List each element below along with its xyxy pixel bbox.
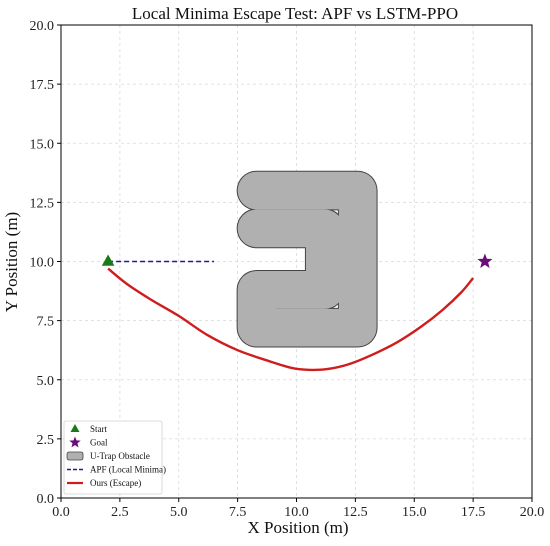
u-trap-obstacle — [237, 171, 377, 347]
obstacle-layer — [236, 170, 378, 348]
x-tick-label: 0.0 — [52, 505, 70, 520]
x-axis-ticks: 0.0 2.5 5.0 7.5 10.0 12.5 15.0 17.5 20.0 — [52, 498, 544, 520]
x-tick-label: 2.5 — [111, 505, 129, 520]
y-tick-label: 10.0 — [30, 256, 55, 271]
legend-box — [63, 420, 163, 495]
x-tick-label: 15.0 — [402, 505, 427, 520]
x-tick-label: 7.5 — [229, 505, 247, 520]
y-tick-label: 5.0 — [37, 374, 55, 389]
y-tick-label: 15.0 — [30, 137, 55, 152]
x-tick-label: 10.0 — [284, 505, 309, 520]
legend-label: Goal — [90, 438, 108, 448]
x-tick-label: 17.5 — [461, 505, 486, 520]
legend-start-icon — [70, 424, 80, 432]
y-axis-label: Y Position (m) — [2, 212, 21, 312]
legend-obstacle-icon — [66, 451, 84, 461]
y-tick-label: 0.0 — [37, 492, 55, 507]
series-ours-escape- — [107, 267, 475, 372]
x-axis-label: X Position (m) — [247, 518, 348, 537]
series-layer — [107, 260, 475, 372]
y-tick-label: 7.5 — [37, 315, 55, 330]
legend-label: APF (Local Minima) — [90, 465, 166, 475]
legend-label: U-Trap Obstacle — [90, 451, 150, 461]
y-tick-label: 17.5 — [30, 78, 55, 93]
legend-goal-icon — [69, 436, 81, 448]
legend-label: Ours (Escape) — [90, 478, 141, 488]
chart-title: Local Minima Escape Test: APF vs LSTM-PP… — [132, 4, 458, 23]
y-tick-label: 20.0 — [30, 19, 55, 34]
x-tick-label: 20.0 — [520, 505, 545, 520]
goal-marker — [477, 253, 493, 268]
marker-layer — [101, 253, 493, 268]
legend: Start Goal U-Trap Obstacle APF (Local Minim… — [63, 420, 166, 495]
x-tick-label: 12.5 — [343, 505, 368, 520]
legend-label: Start — [90, 424, 107, 434]
start-marker — [101, 254, 115, 266]
y-tick-label: 12.5 — [30, 196, 55, 211]
y-axis-ticks: 0.0 2.5 5.0 7.5 10.0 12.5 15.0 17.5 20.0 — [30, 19, 61, 507]
x-tick-label: 5.0 — [170, 505, 188, 520]
y-tick-label: 2.5 — [37, 433, 55, 448]
